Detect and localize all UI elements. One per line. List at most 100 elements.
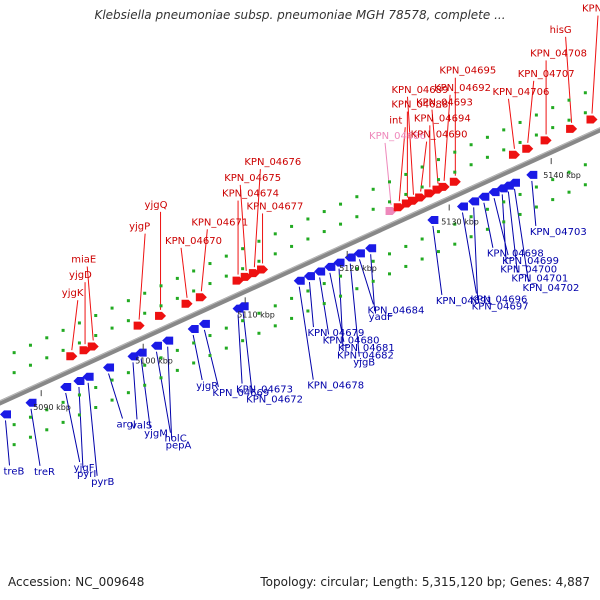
- forward-gene-label[interactable]: miaE: [71, 254, 96, 265]
- reverse-gene-arrow[interactable]: [468, 197, 480, 206]
- reverse-gene-arrow[interactable]: [427, 215, 439, 224]
- reverse-gene-label[interactable]: KPN_04673: [236, 385, 293, 396]
- forward-gene-label[interactable]: KPN_04708: [530, 48, 587, 59]
- reverse-gene-arrow[interactable]: [127, 352, 139, 361]
- reverse-gene-arrow[interactable]: [333, 258, 345, 267]
- reverse-gene-arrow[interactable]: [25, 398, 37, 407]
- reverse-gene-label[interactable]: pyrB: [91, 477, 114, 488]
- forward-gene-label[interactable]: KPN_04695: [439, 66, 496, 77]
- reverse-gene-label[interactable]: valS: [131, 420, 152, 431]
- reverse-gene-arrow[interactable]: [0, 410, 11, 419]
- forward-gene-label[interactable]: KPN_04670: [165, 236, 222, 247]
- reverse-gene-label[interactable]: KPN_04698: [487, 249, 544, 260]
- forward-gene-label[interactable]: KPN_04674: [222, 189, 279, 200]
- forward-gene-label[interactable]: yjgD: [69, 270, 92, 281]
- reverse-gene-label[interactable]: yadF: [369, 312, 393, 323]
- reverse-gene-label[interactable]: argI: [117, 420, 136, 431]
- reverse-gene-arrow[interactable]: [60, 383, 72, 392]
- reverse-gene-arrow[interactable]: [365, 244, 377, 253]
- forward-gene-label[interactable]: KPN_04671: [191, 217, 248, 228]
- forward-gene-label[interactable]: KPN_04694: [414, 113, 471, 124]
- reverse-gene-arrow[interactable]: [303, 272, 315, 281]
- forward-gene-label[interactable]: KPN_04689: [392, 85, 449, 96]
- forward-gene-label[interactable]: hisG: [550, 25, 572, 36]
- reverse-gene-label[interactable]: KPN_04700: [500, 264, 557, 275]
- forward-gene-label[interactable]: KPN_04706: [492, 87, 549, 98]
- forward-gene-label[interactable]: yjgP: [129, 222, 150, 233]
- forward-gene-label[interactable]: KPN_04707: [518, 69, 575, 80]
- reverse-gene-arrow[interactable]: [150, 341, 162, 350]
- reverse-gene-label[interactable]: yjgF: [74, 463, 95, 474]
- reverse-gene-label[interactable]: KPN_04703: [530, 227, 587, 238]
- forward-gene-arrow[interactable]: [540, 136, 552, 145]
- forward-gene-arrow[interactable]: [66, 352, 78, 361]
- reverse-gene-arrow[interactable]: [488, 188, 500, 197]
- reverse-gene-label[interactable]: yjgR: [196, 381, 218, 392]
- forward-gene-arrow[interactable]: [438, 182, 450, 191]
- reverse-gene-label[interactable]: KPN_04691: [436, 296, 493, 307]
- forward-gene-label[interactable]: KPN_04710: [582, 4, 600, 15]
- forward-gene-arrow[interactable]: [415, 193, 427, 202]
- reverse-gene-label[interactable]: treR: [34, 467, 55, 478]
- forward-gene-label[interactable]: yjgQ: [145, 200, 168, 211]
- reverse-gene-arrow[interactable]: [456, 202, 468, 211]
- reverse-gene-arrow[interactable]: [478, 192, 490, 201]
- reverse-gene-arrow[interactable]: [73, 376, 85, 385]
- reverse-gene-label[interactable]: KPN_04696: [470, 294, 527, 305]
- reverse-gene-arrow[interactable]: [324, 262, 336, 271]
- forward-gene-arrow[interactable]: [566, 124, 578, 133]
- forward-gene-arrow[interactable]: [508, 150, 520, 159]
- forward-gene-arrow[interactable]: [133, 321, 145, 330]
- reverse-gene-arrow[interactable]: [103, 363, 115, 372]
- forward-gene-label[interactable]: KPN_04688: [391, 100, 448, 111]
- reverse-gene-label[interactable]: KPN_04684: [367, 305, 424, 316]
- reverse-gene-label[interactable]: KPN_04681: [338, 343, 395, 354]
- reverse-gene-label[interactable]: KPN_04699: [502, 256, 559, 267]
- reverse-gene-label[interactable]: KPN_04680: [323, 335, 380, 346]
- reverse-gene-arrow[interactable]: [162, 336, 174, 345]
- reverse-gene-arrow[interactable]: [198, 319, 210, 328]
- reverse-gene-arrow[interactable]: [135, 348, 147, 357]
- gene-labels[interactable]: yjgK yjgD miaE yjgP yjgQ KPN_04670 KPN_04671 KP…: [4, 4, 600, 488]
- reverse-gene-label[interactable]: pepA: [166, 441, 192, 452]
- forward-gene-arrow[interactable]: [195, 293, 207, 302]
- forward-gene-label[interactable]: KPN_04693: [416, 98, 473, 109]
- reverse-gene-label[interactable]: KPN_04669: [212, 388, 269, 399]
- forward-gene-label[interactable]: KPN_04677: [247, 201, 304, 212]
- reverse-gene-arrow[interactable]: [344, 253, 356, 262]
- reverse-gene-label[interactable]: KPN_04682: [337, 351, 394, 362]
- reverse-gene-arrow[interactable]: [353, 249, 365, 258]
- reverse-gene-label[interactable]: yjgM: [144, 429, 168, 440]
- reverse-gene-arrow[interactable]: [187, 325, 199, 334]
- forward-gene-arrow[interactable]: [522, 144, 534, 153]
- forward-gene-arrow[interactable]: [181, 299, 193, 308]
- reverse-gene-arrow[interactable]: [293, 276, 305, 285]
- forward-gene-arrow[interactable]: [155, 311, 167, 320]
- reverse-gene-label[interactable]: KPN_04701: [511, 274, 568, 285]
- reverse-gene-label[interactable]: yjgB: [353, 358, 375, 369]
- forward-gene-arrow[interactable]: [586, 115, 598, 124]
- reverse-gene-label[interactable]: KPN_04702: [522, 283, 579, 294]
- reverse-gene-label[interactable]: treB: [4, 466, 25, 477]
- gene-features[interactable]: [0, 115, 598, 419]
- reverse-gene-arrow[interactable]: [526, 170, 538, 179]
- reverse-gene-arrow[interactable]: [508, 178, 520, 187]
- forward-gene-arrow[interactable]: [87, 342, 99, 351]
- forward-gene-label[interactable]: KPN_04675: [224, 173, 281, 184]
- reverse-gene-arrow[interactable]: [237, 302, 249, 311]
- reverse-gene-label[interactable]: KPN_04678: [307, 381, 364, 392]
- reverse-gene-arrow[interactable]: [82, 372, 94, 381]
- forward-gene-label[interactable]: KPN_04690: [411, 130, 468, 141]
- forward-gene-label[interactable]: KPN_04676: [244, 157, 301, 168]
- reverse-gene-arrow[interactable]: [314, 267, 326, 276]
- reverse-gene-label[interactable]: KPN_04679: [307, 328, 364, 339]
- forward-gene-label[interactable]: KPN_04692: [434, 83, 491, 94]
- reverse-gene-label[interactable]: pyrI: [77, 469, 96, 480]
- forward-gene-label[interactable]: KPN_04686: [369, 131, 426, 142]
- reverse-gene-label[interactable]: KPN_04697: [472, 301, 529, 312]
- forward-gene-label[interactable]: yjgK: [62, 288, 84, 299]
- reverse-gene-label[interactable]: KPN_04672: [246, 394, 303, 405]
- reverse-gene-label[interactable]: holC: [164, 434, 186, 445]
- forward-gene-label[interactable]: int: [389, 115, 402, 126]
